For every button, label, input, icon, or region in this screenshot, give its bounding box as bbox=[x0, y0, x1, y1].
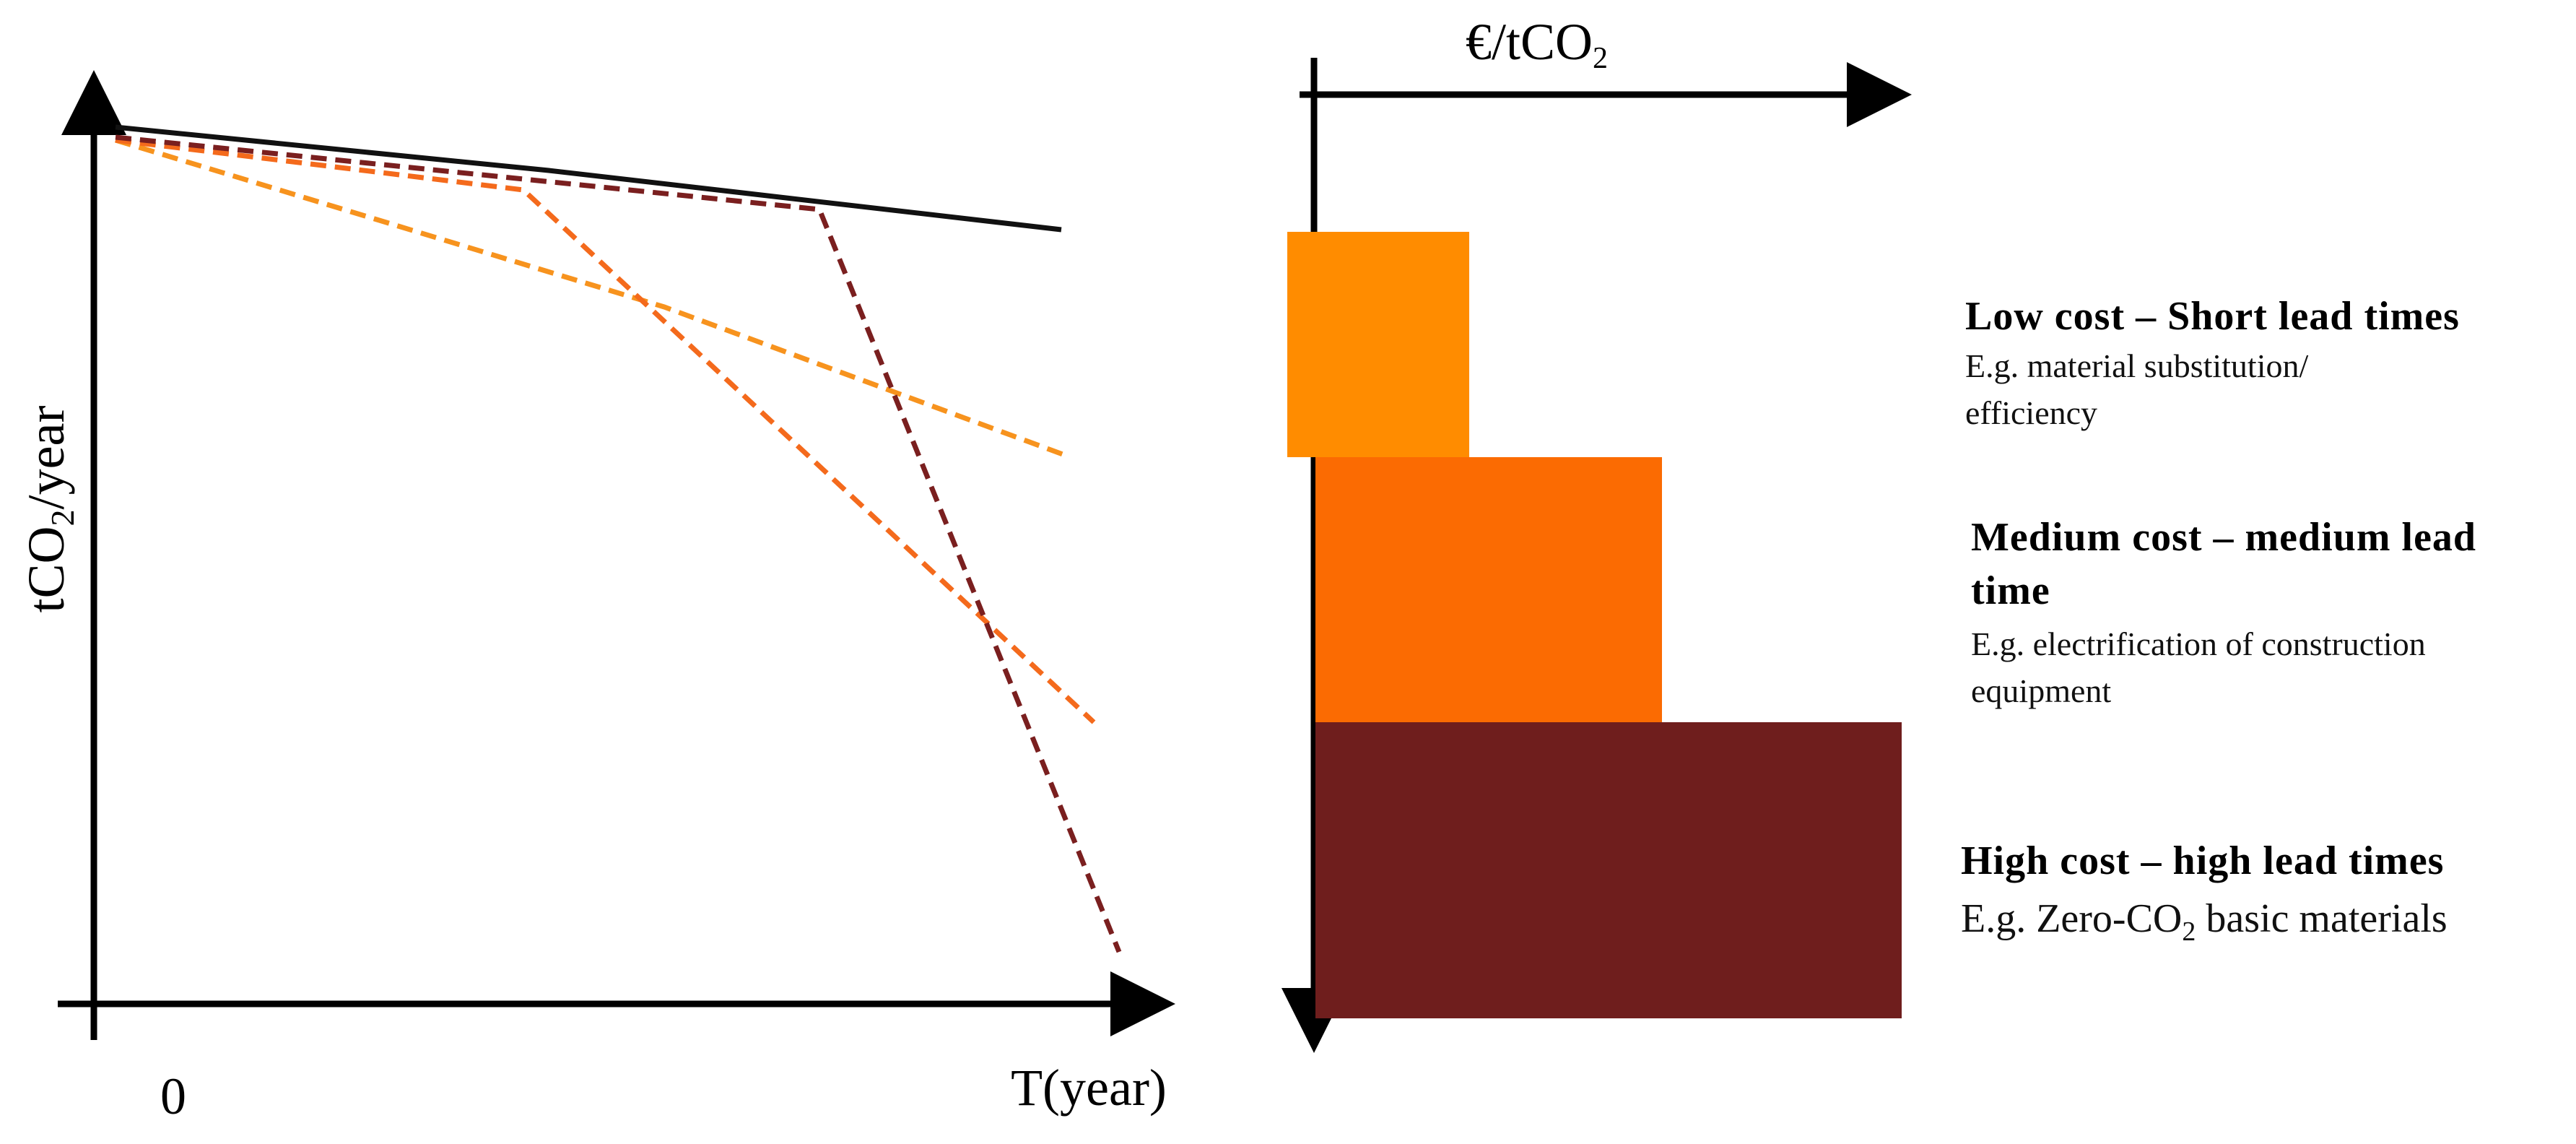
medium-tier-desc-line2: equipment bbox=[1971, 672, 2111, 709]
abatement-cost-chart: €/tCO2 Low cost – Short lead times E.g. … bbox=[1282, 13, 2476, 1053]
medium-tier-desc-line1: E.g. electrification of construction bbox=[1971, 625, 2426, 662]
medium-cost-bar bbox=[1315, 457, 1662, 722]
orange-pathway-steep bbox=[115, 137, 1096, 724]
low-cost-bar bbox=[1287, 232, 1469, 457]
maroon-pathway-late bbox=[115, 134, 1122, 953]
high-tier-desc: E.g. Zero-CO2 basic materials bbox=[1961, 896, 2447, 947]
high-tier-heading: High cost – high lead times bbox=[1961, 838, 2444, 883]
high-cost-bar bbox=[1315, 722, 1902, 1018]
cost-axis-title: €/tCO2 bbox=[1466, 13, 1608, 75]
medium-tier-heading-line2: time bbox=[1971, 568, 2050, 613]
emissions-pathway-chart: tCO2/year 0 T(year) bbox=[17, 70, 1175, 1125]
baseline-line bbox=[115, 124, 1062, 233]
x-axis-label: T(year) bbox=[1011, 1059, 1167, 1117]
low-tier-desc-line1: E.g. material substitution/ bbox=[1965, 347, 2308, 384]
low-tier-heading: Low cost – Short lead times bbox=[1965, 294, 2460, 339]
orange-pathway-gradual bbox=[114, 137, 1070, 459]
y-axis-label: tCO2/year bbox=[17, 406, 81, 613]
low-tier-desc-line2: efficiency bbox=[1965, 394, 2097, 431]
x-origin-label: 0 bbox=[160, 1067, 186, 1125]
medium-tier-heading-line1: Medium cost – medium lead bbox=[1971, 515, 2476, 560]
